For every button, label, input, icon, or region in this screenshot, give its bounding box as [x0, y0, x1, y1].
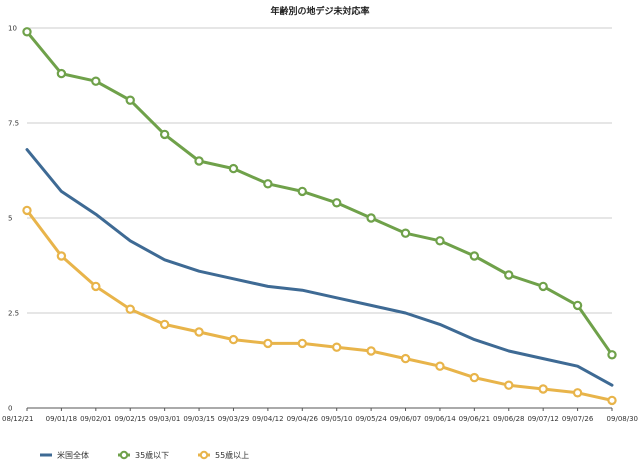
x-axis-ticks: 08/12/21 09/01/18 09/02/01 09/02/15 09/03/01… [2, 408, 638, 423]
data-point [125, 304, 135, 314]
data-point [194, 327, 204, 337]
x-tick-label: 09/05/24 [355, 415, 387, 423]
series-1 [25, 148, 614, 387]
data-point [607, 395, 617, 406]
y-tick-label: 2.5 [8, 310, 19, 318]
series-line [25, 148, 614, 387]
x-tick-label: 09/03/29 [218, 415, 249, 423]
legend-item-2: 35歳以下 [118, 450, 169, 460]
data-point [469, 372, 480, 383]
data-point [159, 129, 170, 140]
data-point [504, 270, 514, 280]
data-point [56, 251, 67, 261]
legend-label: 35歳以下 [135, 450, 169, 460]
data-point [572, 388, 583, 398]
x-tick-label: 09/06/07 [390, 415, 421, 423]
data-point [56, 68, 67, 79]
data-point [228, 163, 239, 174]
series-line [25, 208, 614, 402]
data-point [572, 300, 583, 311]
x-tick-label: 08/12/21 [2, 415, 33, 423]
legend-marker [119, 450, 129, 460]
x-tick-label: 09/08/30 [607, 415, 638, 423]
data-point [22, 205, 32, 216]
data-point [366, 213, 376, 223]
x-tick-label: 09/06/14 [424, 415, 456, 423]
data-point [504, 380, 514, 390]
data-point [159, 319, 170, 330]
grid-lines [27, 27, 612, 314]
y-tick-label: 10 [8, 25, 17, 33]
legend-marker [199, 450, 209, 460]
legend-label: 55歳以上 [215, 450, 249, 460]
x-tick-label: 09/01/18 [46, 415, 77, 423]
data-point [538, 384, 548, 394]
x-tick-label: 09/06/21 [459, 415, 490, 423]
data-point [194, 156, 204, 166]
x-tick-label: 09/05/10 [321, 415, 352, 423]
y-tick-label: 0 [8, 405, 12, 413]
data-point [263, 179, 273, 189]
x-tick-label: 09/04/26 [287, 415, 319, 423]
series-layer [22, 27, 617, 406]
data-point [469, 251, 480, 261]
data-point [297, 338, 307, 349]
series-3 [22, 205, 617, 406]
x-tick-label: 09/03/15 [183, 415, 214, 423]
x-tick-label: 09/02/01 [80, 415, 111, 423]
y-axis-ticks: 0 2.5 5 7.5 10 [8, 25, 19, 413]
x-tick-label: 09/06/28 [493, 415, 524, 423]
data-point [332, 342, 342, 352]
series-line [25, 30, 614, 357]
data-point [607, 350, 617, 360]
data-point [125, 95, 135, 105]
data-point [297, 186, 307, 197]
x-tick-label: 09/07/26 [562, 415, 594, 423]
x-tick-label: 09/03/01 [149, 415, 180, 423]
data-point [400, 228, 411, 238]
x-tick-label: 09/04/12 [252, 415, 283, 423]
legend-label: 米国全体 [57, 450, 89, 460]
data-point [263, 338, 273, 349]
legend-item-1: 米国全体 [40, 450, 89, 460]
chart-title: 年齢別の地デジ未対応率 [270, 5, 369, 17]
data-point [22, 27, 32, 37]
series-2 [22, 27, 617, 360]
x-tick-label: 09/07/12 [527, 415, 558, 423]
data-point [332, 198, 342, 208]
data-point [228, 334, 239, 345]
data-point [91, 281, 101, 292]
y-tick-label: 7.5 [8, 120, 19, 128]
data-point [91, 76, 101, 86]
x-tick-label: 09/02/15 [115, 415, 146, 423]
data-point [538, 281, 548, 292]
data-point [435, 361, 445, 371]
legend: 米国全体 35歳以下 55歳以上 [40, 450, 249, 460]
legend-item-3: 55歳以上 [198, 450, 249, 460]
data-point [366, 346, 376, 356]
data-point [400, 353, 411, 364]
y-tick-label: 5 [8, 215, 12, 223]
data-point [435, 236, 445, 246]
